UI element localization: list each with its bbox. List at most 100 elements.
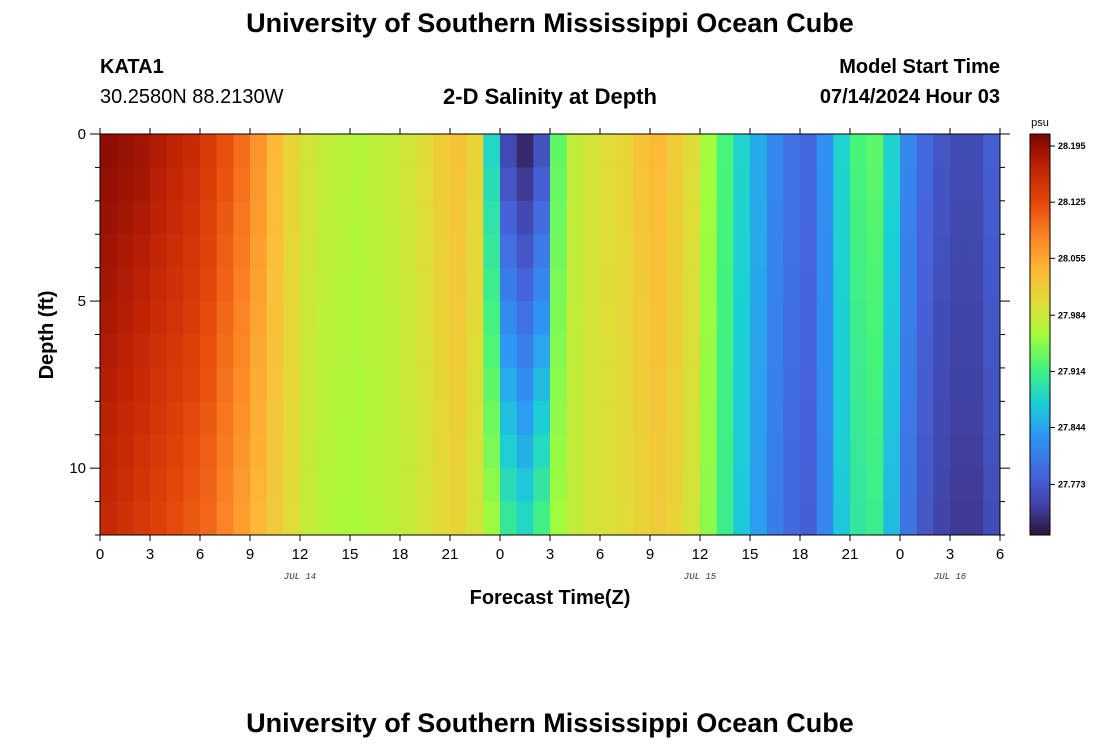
x-tick-label: 9 — [246, 546, 254, 563]
heatmap-cell — [883, 434, 901, 469]
heatmap-cell — [933, 167, 951, 202]
heatmap-cell — [866, 200, 884, 235]
heatmap-cell — [933, 468, 951, 503]
heatmap-cell — [883, 200, 901, 235]
heatmap-cell — [150, 134, 168, 168]
heatmap-cell — [200, 501, 218, 536]
station-coordinates: 30.2580N 88.2130W — [100, 86, 284, 108]
heatmap-cell — [883, 134, 901, 168]
heatmap-cell — [766, 167, 784, 202]
heatmap-cell — [516, 401, 534, 436]
heatmap-cell — [983, 401, 1001, 436]
heatmap-cell — [583, 334, 601, 369]
heatmap-cell — [333, 267, 351, 302]
heatmap-cell — [200, 301, 218, 335]
heatmap-cell — [666, 301, 684, 335]
heatmap-cell — [283, 334, 301, 369]
heatmap-cell — [600, 367, 618, 402]
heatmap-cell — [216, 267, 234, 302]
heatmap-cell — [650, 434, 668, 469]
heatmap-cell — [333, 234, 351, 269]
heatmap-cell — [466, 234, 484, 269]
heatmap-cell — [766, 134, 784, 168]
heatmap-cell — [900, 367, 918, 402]
heatmap-cell — [283, 401, 301, 436]
heatmap-cell — [266, 200, 284, 235]
x-tick-label: 3 — [546, 546, 554, 563]
x-tick-label: 3 — [146, 546, 154, 563]
heatmap-cell — [916, 200, 934, 235]
heatmap-cell — [950, 334, 968, 369]
heatmap-cell — [800, 134, 818, 168]
heatmap-cell — [316, 200, 334, 235]
heatmap-cell — [283, 134, 301, 168]
heatmap-cell — [600, 234, 618, 269]
heatmap-cell — [983, 468, 1001, 503]
heatmap-cell — [233, 401, 251, 436]
heatmap-cell — [183, 301, 201, 335]
heatmap-cell — [450, 501, 468, 536]
heatmap-cell — [516, 301, 534, 335]
heatmap-cell — [166, 134, 184, 168]
heatmap-cell — [933, 501, 951, 536]
heatmap-cell — [100, 501, 118, 536]
heatmap-cell — [100, 134, 118, 168]
heatmap-cell — [383, 267, 401, 302]
heatmap-cell — [283, 234, 301, 269]
heatmap-cell — [716, 234, 734, 269]
heatmap-cell — [400, 301, 418, 335]
x-tick-label: 0 — [896, 546, 904, 563]
heatmap-cell — [316, 301, 334, 335]
heatmap-cell — [700, 434, 718, 469]
x-tick-label: 6 — [196, 546, 204, 563]
heatmap-cell — [566, 267, 584, 302]
heatmap-cell — [416, 401, 434, 436]
heatmap-cell — [450, 334, 468, 369]
heatmap-cell — [516, 200, 534, 235]
heatmap-cell — [533, 134, 551, 168]
heatmap-cell — [666, 434, 684, 469]
heatmap-cell — [900, 334, 918, 369]
heatmap-cell — [833, 167, 851, 202]
heatmap-cell — [500, 468, 518, 503]
heatmap-cell — [300, 401, 318, 436]
heatmap-cell — [383, 434, 401, 469]
heatmap-cell — [400, 200, 418, 235]
y-tick-label: 10 — [69, 460, 86, 477]
model-start-label: Model Start Time — [839, 56, 1000, 78]
heatmap-cell — [533, 200, 551, 235]
heatmap-cell — [516, 134, 534, 168]
heatmap-cell — [666, 334, 684, 369]
heatmap-cell — [750, 334, 768, 369]
heatmap-cell — [150, 334, 168, 369]
heatmap-cell — [416, 367, 434, 402]
heatmap-cell — [483, 200, 501, 235]
heatmap-cell — [733, 501, 751, 536]
heatmap-cell — [866, 501, 884, 536]
colorbar-label: 27.914 — [1058, 366, 1086, 376]
heatmap-cell — [683, 401, 701, 436]
heatmap-cell — [983, 501, 1001, 536]
heatmap-cell — [300, 167, 318, 202]
heatmap-cell — [250, 167, 268, 202]
heatmap-cell — [533, 468, 551, 503]
heatmap-cell — [350, 301, 368, 335]
heatmap-cell — [983, 367, 1001, 402]
heatmap-cell — [733, 334, 751, 369]
heatmap-cell — [833, 134, 851, 168]
heatmap-cell — [533, 301, 551, 335]
heatmap-cell — [616, 167, 634, 202]
heatmap-cell — [750, 468, 768, 503]
heatmap-cell — [500, 301, 518, 335]
heatmap-cell — [516, 367, 534, 402]
heatmap-cell — [933, 401, 951, 436]
heatmap-cell — [400, 401, 418, 436]
heatmap-cell — [633, 468, 651, 503]
colorbar-label: 27.773 — [1058, 479, 1086, 489]
heatmap-cell — [783, 134, 801, 168]
heatmap-cell — [233, 434, 251, 469]
heatmap-cell — [366, 367, 384, 402]
heatmap-cell — [783, 267, 801, 302]
heatmap-cell — [600, 434, 618, 469]
heatmap-cell — [666, 468, 684, 503]
